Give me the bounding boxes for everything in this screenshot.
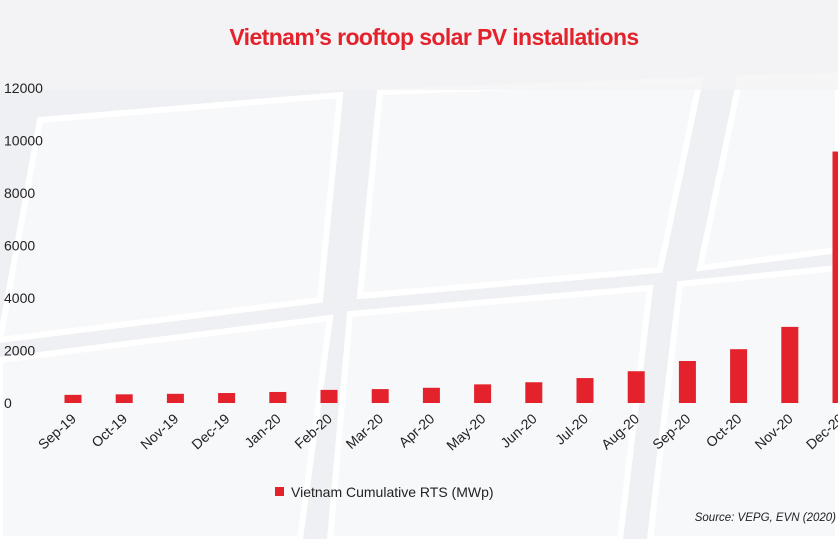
x-tick-label: Oct-19 [88, 410, 130, 450]
x-tick-label: Jun-20 [497, 410, 540, 451]
bar-nov-19 [166, 393, 184, 403]
y-tick-label: 8000 [4, 185, 35, 201]
x-tick-label: Dec-19 [188, 410, 232, 452]
bar-oct-19 [115, 394, 133, 403]
y-tick-label: 4000 [4, 290, 35, 306]
x-tick-label: Feb-20 [291, 410, 335, 452]
bar-feb-20 [320, 389, 338, 403]
bar-oct-20 [730, 349, 748, 403]
x-tick-label: Jul-20 [552, 410, 591, 448]
x-tick-label: May-20 [443, 410, 489, 453]
x-axis: Sep-19 Oct-19 Nov-19 Dec-19 Jan-20 Feb-20 Mar-… [35, 410, 838, 453]
bar-may-20 [474, 384, 492, 403]
x-tick-label: Sep-19 [35, 410, 79, 452]
y-tick-label: 6000 [4, 238, 35, 254]
bar-jun-20 [525, 382, 543, 403]
bar-dec-19 [218, 393, 236, 403]
x-tick-label: Aug-20 [598, 410, 642, 452]
bar-jan-20 [269, 391, 287, 403]
bar-sep-20 [678, 361, 696, 403]
bar-series [64, 151, 838, 403]
x-tick-label: Apr-20 [395, 410, 437, 450]
bar-mar-20 [371, 389, 389, 403]
bar-dec-20 [832, 151, 838, 403]
x-tick-label: Mar-20 [343, 410, 387, 452]
legend: Vietnam Cumulative RTS (MWp) [275, 484, 494, 500]
x-tick-label: Jan-20 [241, 410, 284, 451]
bar-nov-20 [781, 326, 799, 403]
x-tick-label: Nov-20 [752, 410, 796, 452]
legend-label: Vietnam Cumulative RTS (MWp) [291, 484, 494, 500]
y-tick-label: 10000 [4, 133, 43, 149]
y-tick-label: 2000 [4, 343, 35, 359]
bar-apr-20 [422, 387, 440, 403]
y-tick-label: 12000 [4, 80, 43, 96]
chart-title: Vietnam’s rooftop solar PV installations [229, 24, 638, 50]
bar-sep-19 [64, 394, 82, 403]
y-axis: 0 2000 4000 6000 8000 10000 12000 [4, 80, 43, 411]
x-tick-label: Dec-20 [803, 410, 838, 452]
x-tick-label: Nov-19 [137, 410, 181, 452]
source-note: Source: VEPG, EVN (2020) [695, 512, 836, 524]
y-tick-label: 0 [4, 395, 12, 411]
legend-swatch [275, 487, 284, 496]
x-tick-label: Oct-20 [703, 410, 745, 450]
bar-jul-20 [576, 378, 594, 403]
bar-aug-20 [627, 371, 645, 403]
x-tick-label: Sep-20 [649, 410, 693, 452]
